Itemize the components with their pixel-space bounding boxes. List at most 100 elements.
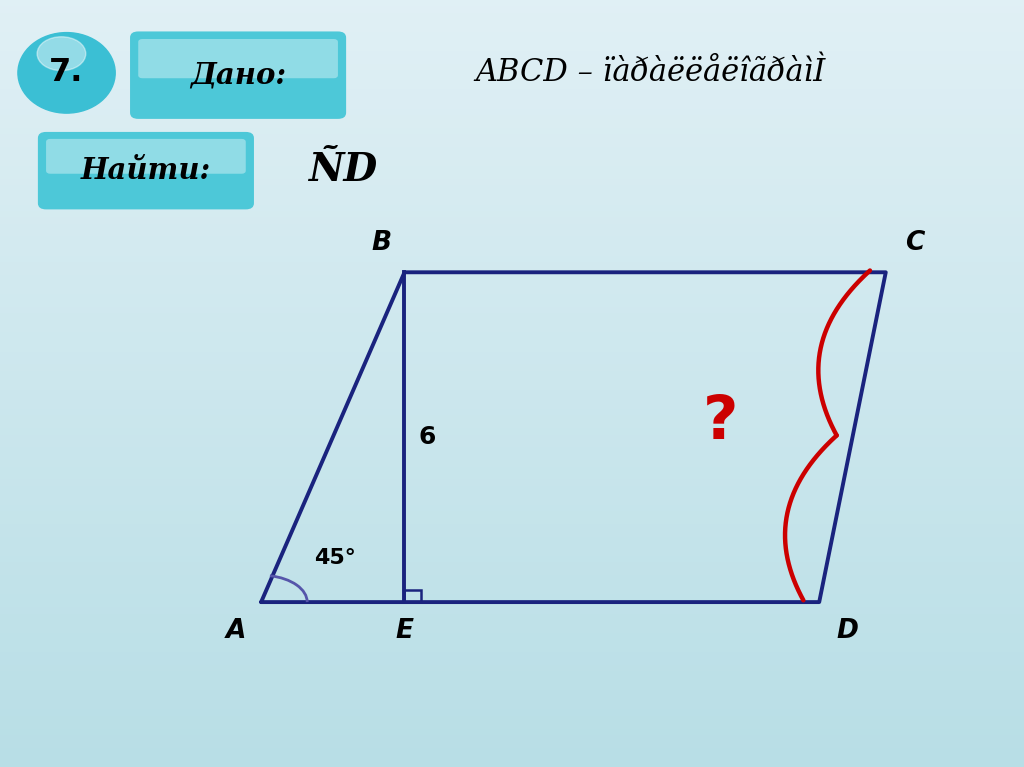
- Text: ÑD: ÑD: [308, 151, 378, 189]
- Bar: [0, 761, 1024, 767]
- Bar: [0, 460, 1024, 466]
- Bar: [0, 6, 1024, 13]
- Bar: [0, 677, 1024, 684]
- Bar: [0, 140, 1024, 147]
- Bar: [0, 102, 1024, 109]
- Bar: [0, 696, 1024, 703]
- Bar: [0, 96, 1024, 102]
- Bar: [0, 370, 1024, 377]
- Bar: [0, 38, 1024, 44]
- Bar: [0, 435, 1024, 441]
- Text: B: B: [372, 230, 392, 256]
- Bar: [0, 652, 1024, 658]
- Bar: [0, 709, 1024, 716]
- Bar: [0, 77, 1024, 83]
- Bar: [0, 160, 1024, 166]
- Bar: [0, 735, 1024, 742]
- Bar: [0, 301, 1024, 307]
- Bar: [0, 473, 1024, 479]
- Bar: [0, 729, 1024, 735]
- Bar: [0, 492, 1024, 499]
- Bar: [0, 550, 1024, 556]
- Bar: [0, 588, 1024, 594]
- Bar: [0, 422, 1024, 428]
- Bar: [0, 243, 1024, 249]
- Bar: [0, 556, 1024, 562]
- Bar: [0, 345, 1024, 351]
- Bar: [0, 428, 1024, 435]
- Bar: [0, 723, 1024, 729]
- Text: D: D: [837, 618, 859, 644]
- Text: E: E: [395, 618, 414, 644]
- Bar: [0, 403, 1024, 409]
- Ellipse shape: [18, 32, 115, 114]
- Bar: [0, 499, 1024, 505]
- Bar: [0, 71, 1024, 77]
- Text: Найти:: Найти:: [81, 156, 211, 185]
- Bar: [0, 332, 1024, 339]
- Bar: [0, 486, 1024, 492]
- Bar: [0, 134, 1024, 140]
- Bar: [0, 166, 1024, 173]
- Bar: [0, 198, 1024, 205]
- Bar: [0, 543, 1024, 550]
- Bar: [0, 512, 1024, 518]
- Bar: [0, 665, 1024, 671]
- Text: ?: ?: [703, 393, 738, 452]
- Bar: [0, 377, 1024, 384]
- Bar: [0, 109, 1024, 115]
- Bar: [0, 627, 1024, 633]
- Bar: [0, 115, 1024, 121]
- Bar: [0, 524, 1024, 531]
- Bar: [0, 186, 1024, 192]
- Bar: [0, 639, 1024, 646]
- Bar: [0, 147, 1024, 153]
- Bar: [0, 390, 1024, 397]
- Bar: [0, 44, 1024, 51]
- Text: 45°: 45°: [314, 548, 355, 568]
- FancyBboxPatch shape: [38, 132, 254, 209]
- Text: C: C: [905, 230, 924, 256]
- FancyBboxPatch shape: [138, 39, 338, 78]
- Bar: [0, 25, 1024, 32]
- Text: Дано:: Дано:: [190, 61, 286, 90]
- Bar: [0, 416, 1024, 422]
- Bar: [0, 217, 1024, 224]
- Bar: [0, 594, 1024, 601]
- Bar: [0, 601, 1024, 607]
- Bar: [0, 351, 1024, 358]
- Ellipse shape: [37, 37, 86, 71]
- Text: ABCD – ïàðàëëåëîãðàìÌ: ABCD – ïàðàëëåëîãðàìÌ: [475, 58, 825, 88]
- Bar: [0, 384, 1024, 390]
- Bar: [0, 211, 1024, 217]
- Bar: [0, 230, 1024, 236]
- Bar: [0, 320, 1024, 326]
- Bar: [0, 192, 1024, 198]
- Bar: [0, 294, 1024, 301]
- Bar: [0, 153, 1024, 160]
- Bar: [0, 742, 1024, 748]
- Bar: [0, 466, 1024, 473]
- Bar: [0, 684, 1024, 690]
- Bar: [0, 409, 1024, 416]
- Bar: [0, 397, 1024, 403]
- Bar: [0, 51, 1024, 58]
- Bar: [0, 562, 1024, 569]
- Bar: [0, 64, 1024, 71]
- FancyBboxPatch shape: [46, 139, 246, 174]
- Bar: [0, 224, 1024, 230]
- Bar: [0, 505, 1024, 512]
- Bar: [0, 326, 1024, 332]
- Bar: [0, 339, 1024, 345]
- Bar: [0, 658, 1024, 665]
- Bar: [0, 575, 1024, 581]
- FancyBboxPatch shape: [130, 31, 346, 119]
- Bar: [0, 173, 1024, 179]
- Bar: [0, 90, 1024, 96]
- Bar: [0, 646, 1024, 652]
- Bar: [0, 537, 1024, 543]
- Bar: [0, 179, 1024, 186]
- Bar: [0, 262, 1024, 268]
- Bar: [0, 83, 1024, 90]
- Bar: [0, 307, 1024, 313]
